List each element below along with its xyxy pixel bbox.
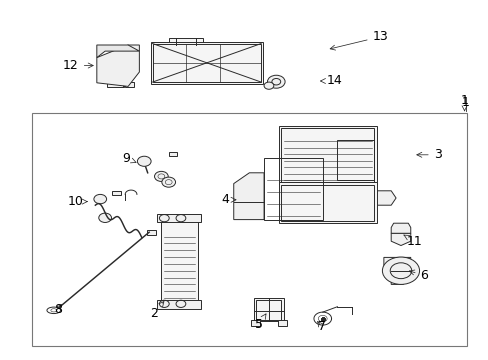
Circle shape <box>94 194 106 204</box>
Text: 1: 1 <box>461 96 468 109</box>
Polygon shape <box>97 45 139 58</box>
Bar <box>281 128 373 182</box>
Text: 6: 6 <box>408 269 427 282</box>
Polygon shape <box>376 191 395 205</box>
Text: 11: 11 <box>403 235 422 248</box>
Circle shape <box>99 213 111 222</box>
Text: 3: 3 <box>416 148 441 161</box>
Circle shape <box>267 75 285 88</box>
Bar <box>157 214 201 222</box>
Bar <box>256 300 280 320</box>
Text: 14: 14 <box>320 75 342 87</box>
Bar <box>106 82 123 87</box>
Bar <box>146 230 156 235</box>
Bar <box>337 140 373 180</box>
Circle shape <box>162 177 175 187</box>
Bar <box>32 113 466 346</box>
Bar <box>254 298 283 321</box>
Text: 13: 13 <box>329 30 387 50</box>
Polygon shape <box>233 173 264 220</box>
Text: 1: 1 <box>460 94 468 111</box>
Text: 9: 9 <box>122 152 136 165</box>
Text: 7: 7 <box>317 320 325 333</box>
Bar <box>168 38 203 45</box>
Circle shape <box>137 156 151 166</box>
Circle shape <box>264 82 273 89</box>
Polygon shape <box>390 223 410 233</box>
Text: 5: 5 <box>255 314 265 330</box>
Bar <box>281 185 373 221</box>
Bar <box>251 320 260 326</box>
Bar <box>264 158 322 220</box>
Bar <box>277 320 286 326</box>
Bar <box>152 44 261 82</box>
Text: 12: 12 <box>63 59 93 72</box>
Polygon shape <box>97 45 139 86</box>
Bar <box>161 221 198 301</box>
Bar <box>157 300 201 309</box>
Text: 2: 2 <box>150 302 163 320</box>
Polygon shape <box>112 191 121 195</box>
Circle shape <box>154 171 168 181</box>
Bar <box>278 182 376 223</box>
Polygon shape <box>383 257 410 284</box>
Bar <box>150 42 263 84</box>
Text: 4: 4 <box>221 193 236 206</box>
Text: 8: 8 <box>54 303 61 316</box>
Bar <box>278 126 376 184</box>
Polygon shape <box>390 233 410 246</box>
Bar <box>124 82 134 87</box>
Circle shape <box>382 257 419 284</box>
Polygon shape <box>168 152 177 156</box>
Text: 10: 10 <box>68 195 87 208</box>
Ellipse shape <box>295 156 325 183</box>
